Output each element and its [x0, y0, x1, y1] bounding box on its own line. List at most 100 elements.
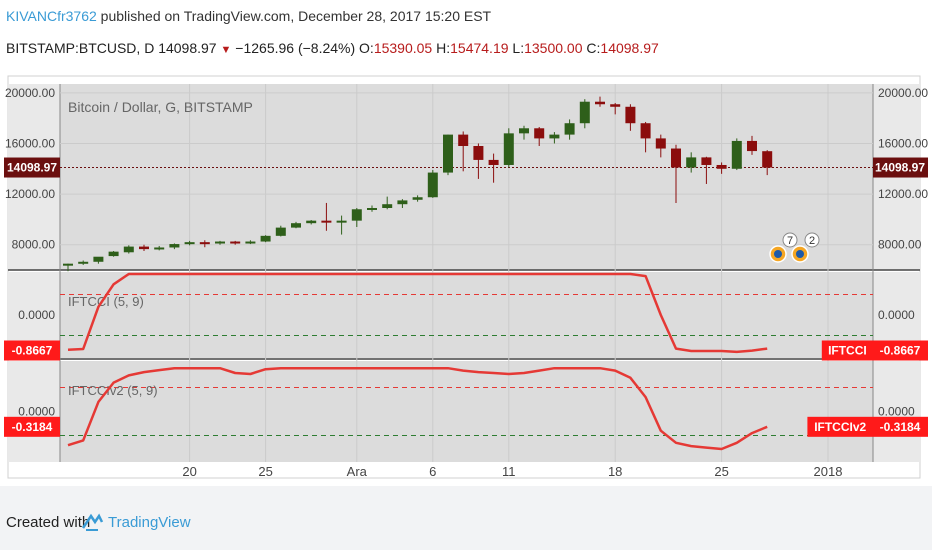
iftcciv2-title: IFTCCIv2 (5, 9) [68, 383, 158, 398]
candle-body [154, 247, 165, 250]
iftcciv2-value-tag-right-bg [873, 416, 928, 437]
last-price: 14098.97 [158, 40, 217, 56]
candle-body [351, 209, 362, 221]
candle-body [503, 133, 514, 165]
author-link[interactable]: KIVANCfr3762 [6, 8, 97, 24]
candle-body [230, 241, 241, 244]
candle-body [215, 241, 225, 244]
candle-body [488, 159, 499, 165]
x-tick-label: 6 [429, 464, 436, 479]
candle-body [291, 223, 301, 228]
candle-body [63, 263, 73, 266]
iftcci-line [67, 272, 768, 354]
iftcciv2-y-tick-left: 0.0000 [18, 405, 55, 419]
marker-count-badge [804, 232, 820, 248]
current-price-tag-left: 14098.97 [7, 161, 57, 175]
iftcci-y-tick-left: 0.0000 [18, 308, 55, 322]
x-tick-label: 2018 [814, 464, 843, 479]
candle-body [579, 101, 590, 124]
candle-body [549, 134, 560, 139]
y-tick-label-right: 20000.00 [878, 86, 928, 100]
x-tick-label: 20 [182, 464, 196, 479]
candle-body [640, 123, 651, 139]
iftcci-name-tag: IFTCCI [828, 343, 867, 357]
iftcciv2-line [67, 366, 768, 451]
candle-body [306, 220, 317, 224]
marker-count-label: 2 [809, 235, 815, 247]
x-tick-label: 18 [608, 464, 622, 479]
candle-body [123, 246, 134, 253]
candle-body [382, 204, 393, 208]
candle-body [139, 246, 149, 250]
candle-body [762, 151, 773, 168]
candle-body [427, 172, 438, 198]
iftcciv2-value-tag-left-bg [4, 416, 60, 437]
candle-body [169, 244, 180, 248]
candle-body [595, 101, 605, 105]
iftcci-value-tag-left-bg [4, 340, 60, 361]
iftcci-name-tag-bg [821, 340, 873, 361]
iftcci-value-tag-left: -0.8667 [12, 343, 53, 357]
candle-body [245, 241, 256, 244]
x-tick-label: Ara [347, 464, 368, 479]
current-price-tag-right: 14098.97 [875, 161, 925, 175]
candle-body [625, 106, 636, 124]
candle-body [610, 104, 621, 107]
candle-body [747, 140, 757, 152]
high-value: 15474.19 [450, 40, 509, 56]
candle-body [564, 123, 575, 135]
open-label: O: [359, 40, 374, 56]
y-tick-label-left: 8000.00 [12, 238, 56, 252]
candle-body [93, 256, 104, 262]
low-value: 13500.00 [524, 40, 583, 56]
iftcci-value-tag-right: -0.8667 [880, 343, 921, 357]
marker-count-badge [782, 232, 798, 248]
iftcci-y-tick-right: 0.0000 [878, 308, 915, 322]
candle-body [671, 148, 681, 168]
candle-body [473, 146, 484, 160]
candle-body [412, 197, 423, 200]
iftcci-pane-plot-area [60, 272, 873, 358]
published-text: published on TradingView.com, December 2… [96, 8, 492, 24]
iftcciv2-value-tag-right: -0.3184 [880, 420, 921, 434]
candle-body [731, 140, 742, 169]
candle-body [78, 261, 89, 264]
y-tick-label-left: 12000.00 [5, 187, 55, 201]
candle-body [336, 220, 347, 223]
quote-line: BITSTAMP:BTCUSD, D 14098.97 ▼ −1265.96 (… [6, 40, 659, 56]
candle-body [397, 200, 408, 205]
publish-info: KIVANCfr3762 published on TradingView.co… [6, 8, 491, 24]
y-tick-label-left: 16000.00 [5, 136, 55, 150]
y-tick-label-right: 8000.00 [878, 238, 922, 252]
iftcciv2-pane-plot-area [60, 361, 873, 462]
flag-icon [796, 250, 804, 258]
candle-body [443, 134, 453, 173]
iftcciv2-name-tag: IFTCCIv2 [814, 420, 866, 434]
marker-count-label: 7 [787, 235, 793, 247]
created-with-text: Created with [6, 514, 91, 531]
current-price-tag-right-bg [873, 157, 928, 178]
candle-body [260, 235, 271, 242]
price-chart[interactable]: 20 25 Ara 6 11 18 25 2018 20000.00 20000.00 16000.… [0, 72, 932, 484]
price-change: −1265.96 (−8.24%) [235, 40, 356, 56]
close-value: 14098.97 [600, 40, 659, 56]
close-label: C: [586, 40, 601, 56]
iftcci-title: IFTCCI (5, 9) [68, 294, 144, 309]
candle-body [534, 128, 545, 139]
y-tick-label-right: 16000.00 [878, 136, 928, 150]
current-price-tag-left-bg [4, 157, 60, 178]
down-arrow-icon: ▼ [220, 44, 232, 56]
x-tick-label: 25 [258, 464, 272, 479]
iftcciv2-y-tick-right: 0.0000 [878, 405, 915, 419]
candle-body [275, 227, 286, 236]
tradingview-brand[interactable]: TradingView [108, 514, 191, 531]
open-value: 15390.05 [373, 40, 433, 56]
flag-icon [774, 250, 782, 258]
high-label: H: [436, 40, 451, 56]
tradingview-logo-icon[interactable] [80, 510, 104, 534]
x-tick-label: 11 [502, 464, 516, 479]
candle-body [716, 164, 727, 169]
x-tick-label: 25 [714, 464, 728, 479]
candle-body [686, 157, 697, 168]
iftcci-value-tag-right-bg [873, 340, 928, 361]
